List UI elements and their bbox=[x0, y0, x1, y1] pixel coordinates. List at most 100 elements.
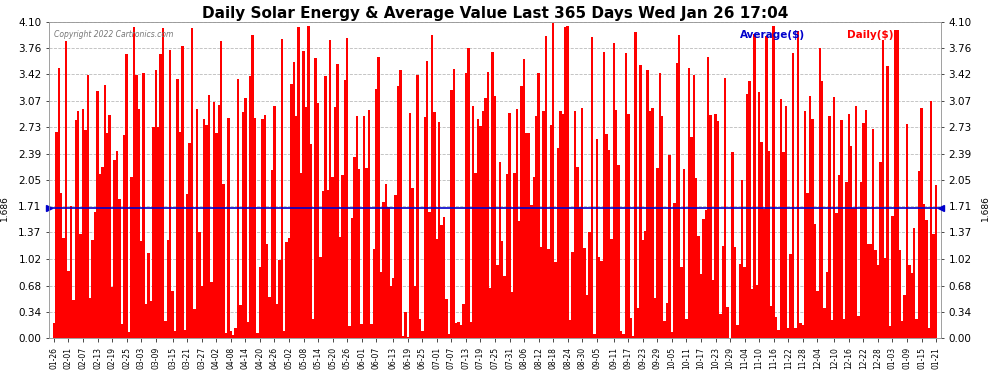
Bar bbox=[547, 249, 549, 338]
Bar bbox=[581, 108, 583, 338]
Bar bbox=[661, 116, 663, 338]
Bar bbox=[921, 108, 923, 338]
Bar bbox=[923, 204, 926, 338]
Bar bbox=[688, 68, 690, 338]
Bar bbox=[540, 248, 543, 338]
Bar bbox=[247, 322, 249, 338]
Bar bbox=[697, 236, 700, 338]
Bar bbox=[348, 326, 350, 338]
Bar bbox=[578, 207, 581, 338]
Bar bbox=[77, 111, 79, 338]
Bar bbox=[342, 175, 344, 338]
Bar bbox=[482, 111, 484, 338]
Bar bbox=[447, 334, 450, 338]
Bar bbox=[256, 333, 258, 338]
Bar bbox=[346, 38, 348, 338]
Bar bbox=[603, 52, 605, 338]
Bar bbox=[646, 70, 648, 338]
Bar bbox=[739, 264, 741, 338]
Bar bbox=[339, 237, 342, 338]
Bar bbox=[271, 170, 273, 338]
Bar bbox=[889, 326, 891, 338]
Bar bbox=[186, 194, 188, 338]
Bar bbox=[722, 246, 724, 338]
Bar bbox=[613, 44, 615, 338]
Bar bbox=[564, 27, 566, 338]
Bar bbox=[113, 160, 116, 338]
Bar bbox=[782, 152, 785, 338]
Bar bbox=[457, 322, 460, 338]
Bar bbox=[426, 61, 429, 338]
Bar bbox=[380, 272, 382, 338]
Bar bbox=[106, 133, 109, 338]
Bar bbox=[96, 90, 99, 338]
Bar bbox=[908, 266, 911, 338]
Bar bbox=[877, 265, 879, 338]
Bar bbox=[663, 321, 666, 338]
Bar bbox=[126, 54, 128, 338]
Bar bbox=[762, 209, 765, 338]
Bar bbox=[305, 107, 307, 338]
Bar bbox=[618, 165, 620, 338]
Bar bbox=[84, 130, 87, 338]
Bar bbox=[886, 66, 889, 338]
Bar bbox=[571, 252, 574, 338]
Bar bbox=[310, 144, 312, 338]
Bar bbox=[831, 320, 833, 338]
Bar bbox=[653, 298, 656, 338]
Bar bbox=[874, 250, 877, 338]
Bar bbox=[496, 265, 499, 338]
Bar bbox=[627, 114, 630, 338]
Bar bbox=[367, 111, 370, 338]
Bar bbox=[355, 116, 358, 338]
Bar bbox=[154, 70, 157, 338]
Bar bbox=[171, 291, 174, 338]
Bar bbox=[421, 331, 424, 338]
Bar bbox=[320, 257, 322, 338]
Bar bbox=[930, 101, 933, 338]
Bar bbox=[69, 206, 72, 338]
Bar bbox=[489, 288, 491, 338]
Bar bbox=[508, 113, 511, 338]
Bar bbox=[901, 321, 903, 338]
Bar bbox=[819, 48, 821, 338]
Bar bbox=[412, 188, 414, 338]
Bar bbox=[273, 106, 275, 338]
Bar bbox=[251, 35, 253, 338]
Bar bbox=[297, 27, 300, 338]
Bar bbox=[159, 54, 161, 338]
Bar bbox=[549, 125, 552, 338]
Bar bbox=[724, 78, 727, 338]
Bar bbox=[365, 168, 367, 338]
Bar bbox=[526, 133, 528, 338]
Bar bbox=[344, 80, 346, 338]
Bar bbox=[833, 97, 836, 338]
Bar bbox=[397, 86, 399, 338]
Bar bbox=[161, 28, 164, 338]
Bar bbox=[263, 115, 266, 338]
Bar bbox=[315, 58, 317, 338]
Bar bbox=[210, 282, 213, 338]
Bar bbox=[615, 110, 618, 338]
Bar bbox=[91, 240, 94, 338]
Bar bbox=[794, 328, 797, 338]
Bar bbox=[441, 225, 443, 338]
Bar bbox=[479, 126, 482, 338]
Bar bbox=[637, 308, 640, 338]
Bar bbox=[99, 174, 101, 338]
Bar bbox=[283, 331, 285, 338]
Bar bbox=[732, 152, 734, 338]
Bar bbox=[561, 114, 564, 338]
Bar bbox=[193, 309, 196, 338]
Bar bbox=[375, 89, 377, 338]
Bar bbox=[760, 142, 762, 338]
Bar bbox=[623, 334, 625, 338]
Bar bbox=[807, 193, 809, 338]
Bar bbox=[523, 59, 526, 338]
Bar bbox=[501, 241, 504, 338]
Bar bbox=[372, 249, 375, 338]
Bar bbox=[62, 238, 64, 338]
Bar bbox=[640, 65, 642, 338]
Bar bbox=[896, 30, 899, 338]
Bar bbox=[789, 254, 792, 338]
